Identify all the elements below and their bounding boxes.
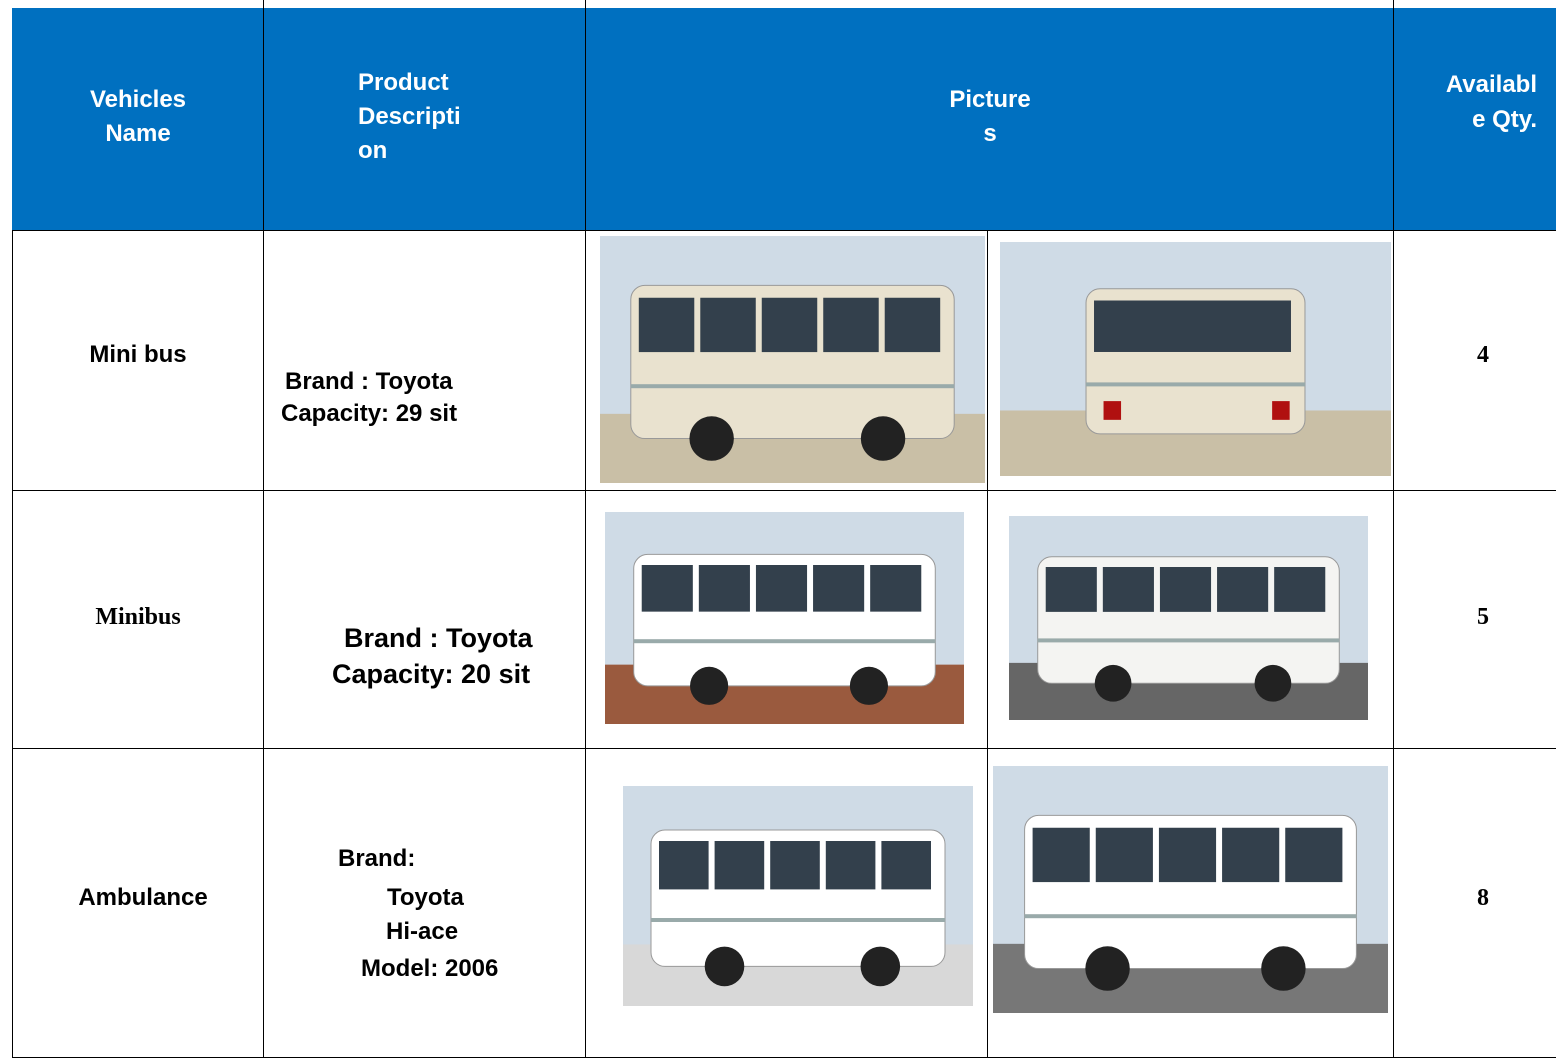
window bbox=[823, 297, 879, 353]
wheel bbox=[860, 946, 901, 987]
window bbox=[1222, 827, 1280, 883]
wheel bbox=[690, 666, 729, 705]
window bbox=[761, 297, 818, 353]
wheel bbox=[1254, 664, 1292, 702]
cell-border bbox=[987, 230, 988, 1058]
stripe bbox=[630, 384, 955, 389]
cell-border bbox=[1393, 0, 1394, 1058]
window bbox=[884, 297, 941, 353]
vehicle-picture bbox=[600, 236, 985, 483]
vehicle-picture bbox=[1009, 516, 1368, 720]
header-cell: s bbox=[983, 120, 997, 147]
window bbox=[1094, 300, 1291, 352]
stripe bbox=[1024, 914, 1357, 919]
description-line: Capacity: 29 sit bbox=[281, 400, 458, 427]
window bbox=[641, 565, 693, 612]
window bbox=[1032, 827, 1090, 883]
row-border bbox=[12, 490, 1556, 491]
wheel bbox=[860, 416, 906, 461]
header-cell: on bbox=[358, 137, 388, 164]
quantity: 8 bbox=[1477, 885, 1489, 911]
vehicle-picture bbox=[605, 512, 964, 724]
wheel bbox=[704, 946, 745, 987]
quantity: 4 bbox=[1477, 342, 1489, 368]
wheel bbox=[1261, 946, 1306, 991]
vehicle-name: Ambulance bbox=[78, 884, 208, 911]
stripe bbox=[651, 918, 945, 922]
wheel bbox=[1094, 664, 1132, 702]
description-line: Model: 2006 bbox=[361, 955, 499, 982]
description-line: Capacity: 20 sit bbox=[332, 658, 531, 689]
stripe bbox=[1086, 382, 1305, 387]
tail-light bbox=[1272, 401, 1290, 420]
window bbox=[638, 297, 695, 353]
vehicle-picture bbox=[623, 786, 973, 1006]
header-cell: e Qty. bbox=[1472, 106, 1537, 133]
window bbox=[881, 841, 931, 890]
window bbox=[813, 565, 865, 612]
cell-border bbox=[585, 0, 586, 1058]
cell-border bbox=[263, 0, 264, 1058]
header-cell: Product bbox=[358, 69, 449, 96]
vehicle-picture bbox=[993, 766, 1388, 1013]
wheel bbox=[689, 416, 734, 461]
description-line: Brand : Toyota bbox=[344, 622, 533, 653]
row-border bbox=[12, 230, 1556, 231]
quantity: 5 bbox=[1477, 604, 1489, 630]
window bbox=[1285, 827, 1343, 883]
window bbox=[1159, 567, 1212, 612]
wheel bbox=[849, 666, 889, 705]
row-border bbox=[12, 748, 1556, 749]
window bbox=[700, 297, 756, 353]
vehicle-picture bbox=[1000, 242, 1391, 476]
description-line: Brand : Toyota bbox=[285, 368, 453, 395]
header-cell: Picture bbox=[949, 86, 1031, 113]
window bbox=[714, 841, 765, 890]
window bbox=[1045, 567, 1097, 612]
window bbox=[698, 565, 750, 612]
description-line: Toyota bbox=[387, 884, 464, 911]
window bbox=[659, 841, 709, 890]
header-row bbox=[12, 8, 1556, 230]
header-cell: Name bbox=[105, 120, 171, 147]
description-line: Hi-ace bbox=[386, 918, 459, 945]
vehicle-name: Minibus bbox=[95, 604, 181, 630]
wheel bbox=[1085, 946, 1130, 991]
header-cell: Availabl bbox=[1445, 71, 1537, 98]
window bbox=[1274, 567, 1326, 612]
stripe bbox=[1037, 638, 1340, 643]
window bbox=[755, 565, 808, 612]
header-cell: Descripti bbox=[358, 103, 461, 130]
window bbox=[1217, 567, 1269, 612]
window bbox=[825, 841, 876, 890]
window bbox=[870, 565, 922, 612]
tail-light bbox=[1103, 401, 1122, 420]
window bbox=[1102, 567, 1154, 612]
stripe bbox=[633, 639, 936, 644]
window bbox=[1158, 827, 1217, 883]
header-cell: Vehicles bbox=[89, 86, 187, 113]
window bbox=[1095, 827, 1153, 883]
cell-border bbox=[12, 230, 13, 1058]
description-line: Brand: bbox=[338, 845, 416, 872]
window bbox=[770, 841, 820, 890]
vehicle-name: Mini bus bbox=[89, 341, 187, 368]
